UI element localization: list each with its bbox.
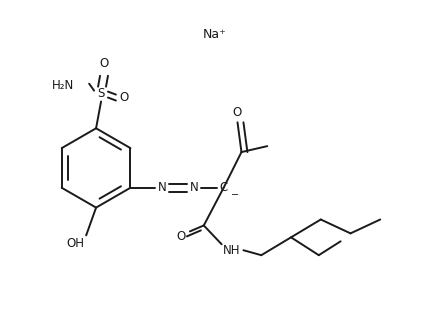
Text: OH: OH (66, 237, 84, 250)
Text: O: O (233, 106, 242, 119)
Text: −: − (231, 190, 239, 200)
Text: O: O (176, 230, 186, 243)
Text: S: S (97, 87, 105, 100)
Text: N: N (190, 181, 198, 194)
Text: O: O (119, 91, 129, 104)
Text: NH: NH (223, 244, 240, 257)
Text: O: O (99, 57, 109, 70)
Text: Na⁺: Na⁺ (203, 27, 227, 41)
Text: H₂N: H₂N (52, 79, 74, 92)
Text: N: N (158, 181, 167, 194)
Text: C: C (220, 181, 228, 194)
